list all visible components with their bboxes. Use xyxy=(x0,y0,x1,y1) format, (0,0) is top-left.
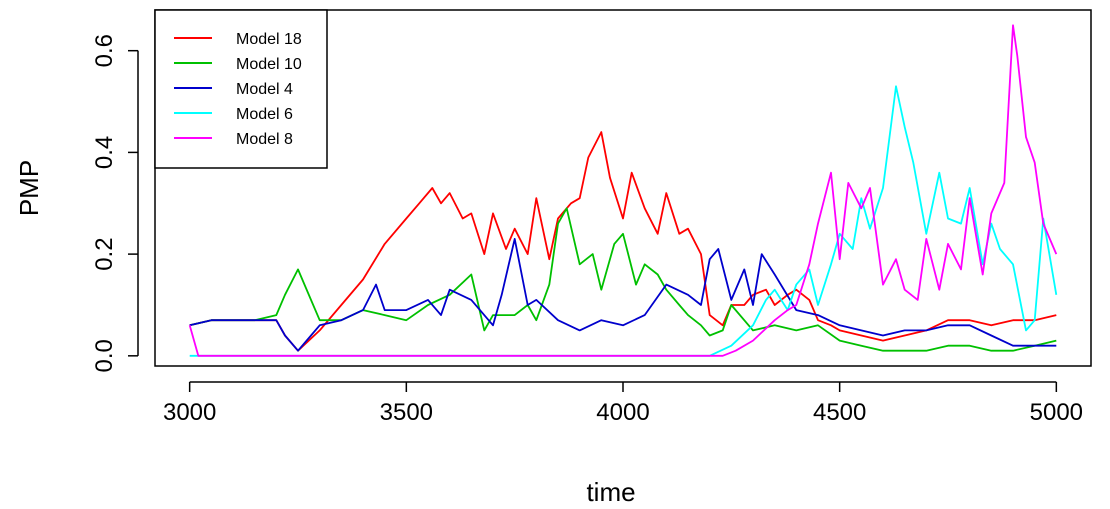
legend-label-model-4: Model 4 xyxy=(236,81,293,98)
series-line-model-4 xyxy=(189,238,1057,352)
x-tick-label-4500: 4500 xyxy=(813,399,866,426)
series-line-model-8 xyxy=(188,24,1058,357)
x-tick-label-3000: 3000 xyxy=(163,399,216,426)
legend-label-model-6: Model 6 xyxy=(236,106,293,123)
x-tick-label-4000: 4000 xyxy=(596,399,649,426)
series-line-model-18 xyxy=(189,131,1057,352)
plot-frame xyxy=(154,9,1092,367)
y-tick-label-0.2: 0.2 xyxy=(91,237,118,270)
y-tick-label-0.0: 0.0 xyxy=(91,339,118,372)
x-tick-label-3500: 3500 xyxy=(380,399,433,426)
x-tick-label-5000: 5000 xyxy=(1030,399,1083,426)
y-tick-label-0.4: 0.4 xyxy=(91,136,118,169)
legend-label-model-10: Model 10 xyxy=(236,56,302,73)
y-tick-label-0.6: 0.6 xyxy=(91,34,118,67)
x-axis-title: time xyxy=(586,477,635,507)
y-axis-title: PMP xyxy=(14,160,44,216)
legend: Model 18 Model 10 Model 4 Model 6 Model 8 xyxy=(154,9,328,169)
series-lines xyxy=(188,24,1058,357)
legend-label-model-8: Model 8 xyxy=(236,131,293,148)
legend-label-model-18: Model 18 xyxy=(236,31,302,48)
axes: 3000 3500 4000 4500 5000 0.0 0.2 0.4 0.6 xyxy=(91,34,1083,426)
